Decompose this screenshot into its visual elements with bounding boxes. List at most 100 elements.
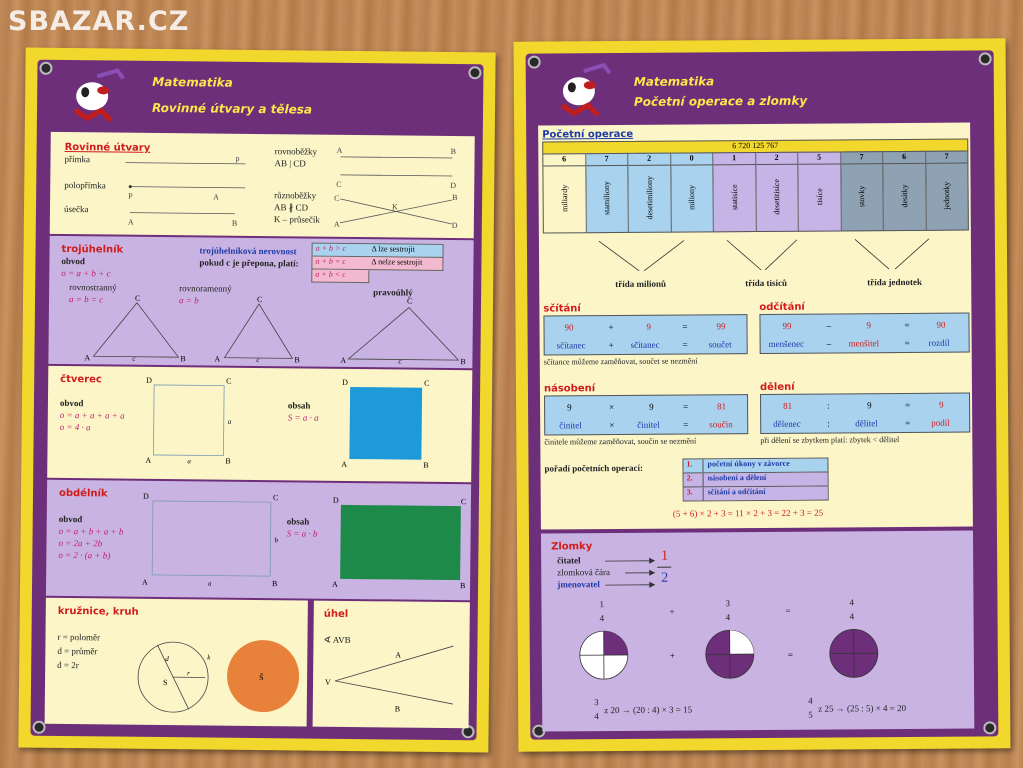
label-nerovnost: trojúhelníková nerovnost [199, 245, 297, 257]
place-name: tisíce [814, 188, 824, 206]
svg-text:B: B [225, 457, 230, 466]
formula-obsah: S = a · a [287, 412, 319, 423]
value: 81 [717, 401, 727, 412]
svg-text:a: a [208, 579, 212, 587]
term: činitel [559, 420, 582, 431]
term: dělenec [773, 418, 801, 429]
odcitani-box: 99 – 9 = 90 menšenec – menšitel = rozdíl [759, 312, 970, 355]
section-kruh: kružnice, kruh r = poloměr d = průměr d … [44, 597, 308, 727]
term: menšenec [768, 338, 805, 349]
frac1-den: 4 [599, 613, 605, 624]
svg-text:C: C [226, 377, 231, 386]
svg-text:C: C [461, 497, 466, 506]
place-name: stovky [857, 185, 867, 208]
section-heading: dělení [759, 381, 795, 394]
label-poloprimka: polopřímka [64, 179, 106, 191]
section-heading: odčítání [759, 301, 805, 314]
ineq-row: a + b < c [311, 269, 370, 284]
label-citatel: čitatel [557, 555, 581, 566]
right-subtitle: Početní operace a zlomky [633, 93, 808, 109]
section-trojuhelnik: trojúhelník obvod o = a + b + c rovnostr… [48, 235, 474, 369]
section-pocetni-operace: Početní operace 6 720 125 767 6 miliardy 7… [538, 122, 973, 530]
frac1-num: 1 [599, 599, 604, 610]
place-column: 7 jednotky [925, 150, 969, 231]
poradi-example: (5 + 6) × 2 + 3 = 11 × 2 + 3 = 22 + 3 = … [672, 507, 824, 519]
svg-text:D: D [333, 496, 339, 505]
label-obvod: obvod [59, 397, 84, 409]
operator: × [609, 402, 615, 413]
fraction-denominator: 2 [661, 570, 669, 586]
rectangle-filled-drawing: D C A B [332, 496, 466, 590]
place-column: 7 stovky [840, 151, 884, 232]
formula-obvod-1: o = a + a + a + a [59, 409, 125, 421]
frac3-den: 4 [849, 611, 855, 622]
operator: : [827, 418, 830, 429]
rivet [983, 721, 997, 735]
term: součin [709, 419, 733, 430]
order-text: násobení a dělení [707, 472, 767, 483]
svg-text:A: A [128, 218, 134, 227]
svg-text:A: A [213, 193, 219, 202]
section-heading: kružnice, kruh [57, 605, 139, 618]
place-name: statisíce [729, 184, 739, 211]
value: 9 [567, 402, 572, 413]
order-text: sčítání a odčítání [707, 486, 766, 497]
svg-text:D: D [146, 376, 152, 385]
place-column: 2 desetitisíce [755, 151, 799, 233]
formula-obvod-1: o = a + b + a + b [58, 525, 124, 537]
place-column: 6 miliardy [542, 153, 587, 234]
equals: = [905, 417, 911, 429]
svg-text:A: A [84, 353, 90, 362]
ex1-num: 3 [594, 697, 599, 708]
example-1: z 20 → (20 : 4) × 3 = 15 [604, 704, 693, 716]
svg-text:B: B [451, 147, 456, 156]
left-header: Matematika Rovinné útvary a tělesa [37, 60, 484, 135]
svg-text:=: = [788, 650, 793, 660]
place-column: 0 miliony [670, 152, 714, 233]
place-value-table: 6 miliardy 7 stamiliony 2 desetimiliony 0 milio… [542, 150, 969, 234]
term: podíl [931, 417, 950, 428]
label-d2r: d = 2r [57, 659, 79, 671]
term: menšitel [848, 338, 880, 349]
section-heading: trojúhelník [61, 243, 124, 256]
label-ab-ncd: AB ∦ CD [273, 202, 309, 213]
place-digit: 7 [840, 152, 883, 165]
fraction-bar [657, 566, 672, 568]
label-trida-milionu: třída milionů [615, 278, 667, 290]
frac2-num: 3 [725, 598, 730, 609]
place-column: 7 stamiliony [585, 152, 629, 234]
frac2-den: 4 [725, 612, 731, 623]
svg-text:A: A [214, 355, 220, 364]
svg-text:C: C [407, 297, 412, 306]
label-zlomkova-cara: zlomková čára [557, 567, 611, 578]
label-usecka: úsečka [63, 203, 89, 215]
dog-mascot-icon [73, 68, 125, 123]
triangles-drawing: A B C c A B C c A B C c [84, 294, 465, 366]
svg-text:B: B [460, 581, 465, 590]
svg-text:d: d [165, 655, 169, 663]
value: 90 [936, 319, 946, 330]
sbazar-watermark: SBAZAR.CZ [8, 6, 190, 37]
svg-text:B: B [180, 354, 185, 363]
equals: = [904, 337, 910, 349]
left-subtitle: Rovinné útvary a tělesa [151, 100, 313, 117]
svg-text:K: K [392, 202, 398, 211]
section-heading: Početní operace [542, 128, 634, 141]
svg-text:D: D [143, 492, 149, 501]
example-2: z 25 → (25 : 5) × 4 = 20 [818, 703, 907, 714]
ineq-formula: a + b = c [315, 256, 346, 266]
order-number: 3. [683, 487, 704, 501]
place-digit: 2 [755, 152, 798, 166]
svg-text:Š: Š [259, 673, 264, 682]
place-name: miliardy [559, 184, 569, 212]
place-digit: 7 [925, 151, 968, 164]
section-rovinne-utvary: Rovinné útvary přímka polopřímka úsečka … [49, 131, 475, 239]
svg-text:A: A [395, 650, 401, 659]
place-digit: 7 [585, 153, 628, 167]
value: 9 [939, 399, 944, 410]
disc-drawing: Š [227, 640, 300, 713]
ex2-den: 5 [808, 709, 813, 720]
value: 81 [783, 400, 793, 411]
term: rozdíl [928, 337, 950, 348]
